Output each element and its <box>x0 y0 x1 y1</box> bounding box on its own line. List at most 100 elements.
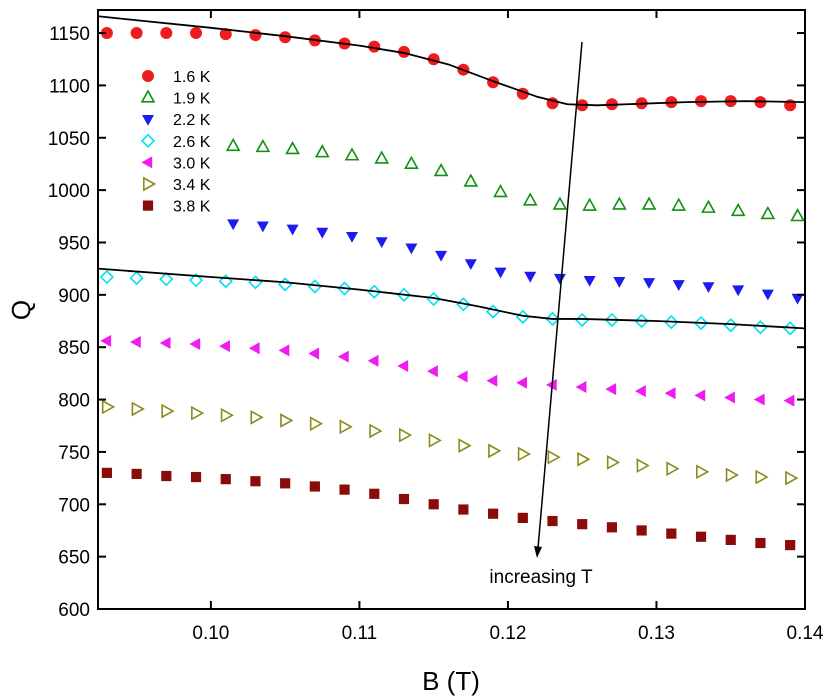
y-tick-label: 950 <box>58 233 90 254</box>
marker <box>605 383 617 396</box>
marker <box>545 311 560 327</box>
marker <box>225 137 241 152</box>
marker <box>575 312 590 328</box>
marker <box>339 419 353 435</box>
marker <box>785 470 799 486</box>
marker <box>308 347 320 360</box>
marker <box>374 150 390 164</box>
y-tick-label: 650 <box>58 548 90 569</box>
marker <box>100 27 113 40</box>
marker <box>101 467 113 478</box>
marker <box>344 147 360 161</box>
marker <box>755 469 769 485</box>
marker <box>309 481 320 492</box>
marker <box>397 360 409 373</box>
marker <box>248 342 260 355</box>
x-tick-label: 0.12 <box>489 623 526 644</box>
marker <box>190 27 203 40</box>
marker <box>369 423 383 439</box>
legend-marker <box>140 133 156 148</box>
marker <box>666 528 677 539</box>
marker <box>279 31 292 44</box>
marker <box>634 313 649 329</box>
marker <box>337 350 349 363</box>
marker <box>375 237 388 249</box>
marker <box>190 471 202 483</box>
marker <box>577 451 591 467</box>
x-tick-label: 0.13 <box>638 623 675 644</box>
legend-label: 1.6 K <box>173 69 211 86</box>
marker <box>278 344 290 357</box>
marker <box>428 433 442 448</box>
legend-label: 1.9 K <box>173 91 211 108</box>
marker <box>189 338 201 351</box>
marker <box>427 365 438 378</box>
marker <box>435 250 448 262</box>
marker <box>486 374 498 387</box>
marker <box>101 399 116 415</box>
marker <box>345 231 358 243</box>
y-tick-label: 750 <box>58 443 90 464</box>
marker <box>367 284 382 299</box>
marker <box>693 315 709 331</box>
marker <box>641 196 657 210</box>
marker <box>725 467 739 483</box>
marker <box>694 389 706 402</box>
marker <box>250 476 261 487</box>
marker <box>280 413 294 428</box>
marker <box>552 196 568 210</box>
marker <box>672 280 685 291</box>
legend-marker <box>140 89 156 103</box>
marker <box>671 197 687 211</box>
marker <box>613 277 626 288</box>
marker <box>664 387 676 400</box>
annotation: increasing T <box>489 567 593 588</box>
marker <box>732 285 745 297</box>
marker <box>220 474 231 485</box>
legend-label: 3.8 K <box>173 199 211 216</box>
x-axis-label: B (T) <box>422 666 480 696</box>
marker <box>643 278 656 289</box>
marker <box>131 401 145 417</box>
marker <box>702 282 715 294</box>
marker <box>785 540 796 551</box>
legend-marker <box>143 176 157 192</box>
marker <box>316 227 329 239</box>
marker <box>464 259 477 271</box>
y-axis-label: Q <box>6 300 36 320</box>
marker <box>664 314 679 330</box>
marker <box>256 221 269 233</box>
marker <box>396 287 412 302</box>
marker <box>367 354 379 367</box>
marker <box>160 27 173 40</box>
marker <box>547 449 561 465</box>
marker <box>255 138 271 153</box>
marker <box>606 522 618 533</box>
marker <box>783 394 795 407</box>
marker <box>517 446 532 462</box>
marker <box>339 484 350 495</box>
y-tick-label: 700 <box>58 495 90 516</box>
y-tick-label: 1050 <box>48 129 90 150</box>
arrow-head <box>534 546 542 558</box>
marker <box>249 29 262 42</box>
marker <box>760 205 776 220</box>
marker <box>219 340 230 353</box>
marker <box>783 321 798 336</box>
marker <box>337 281 352 296</box>
marker <box>368 40 381 53</box>
marker <box>314 144 330 158</box>
y-tick-label: 800 <box>58 391 90 412</box>
marker <box>761 289 774 301</box>
marker <box>159 337 171 350</box>
marker <box>161 403 175 419</box>
legend-marker <box>142 70 154 82</box>
marker <box>753 393 765 406</box>
marker <box>405 243 418 255</box>
legend-marker <box>142 115 154 126</box>
legend-label: 3.0 K <box>173 155 211 172</box>
legend-label: 2.6 K <box>173 134 211 151</box>
y-tick-label: 1000 <box>48 181 90 202</box>
marker <box>131 468 142 480</box>
